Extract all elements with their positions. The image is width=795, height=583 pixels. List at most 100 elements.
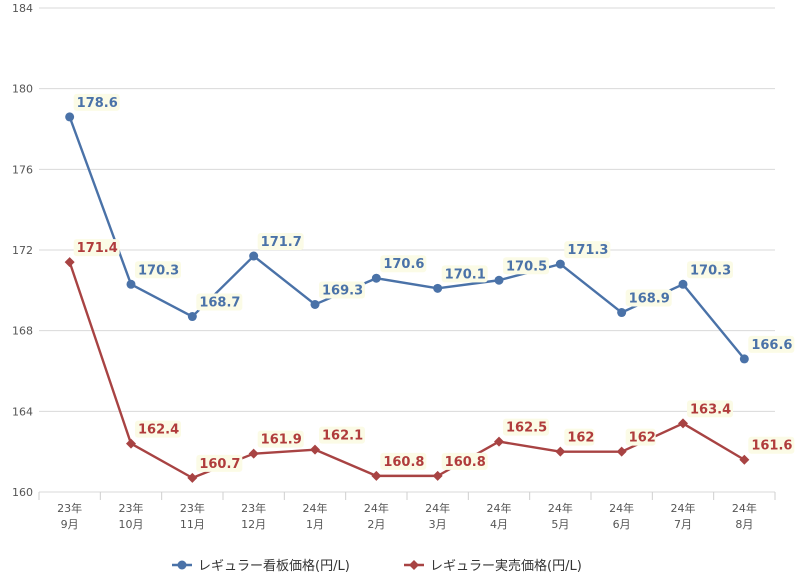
legend-marker-2 [409, 560, 419, 570]
data-label-bg [748, 335, 795, 353]
x-tick-label-year: 24年 [303, 501, 328, 515]
legend-label-1: レギュラー看板価格(円/L) [198, 558, 350, 574]
data-label-bg [441, 452, 488, 470]
series-1-point [65, 112, 75, 122]
series-2-data-label: 161.9 [261, 433, 302, 448]
series-2-point [248, 448, 259, 459]
x-tick-label-month: 8月 [735, 518, 753, 531]
x-tick-label-month: 11月 [180, 518, 205, 531]
series-1-point [187, 312, 197, 322]
x-tick-label-year: 24年 [487, 501, 512, 515]
series-1-point [310, 299, 320, 309]
series-2-data-label: 162.1 [322, 429, 363, 444]
series-1-data-label: 170.6 [383, 257, 424, 272]
x-tick-label-month: 6月 [613, 518, 631, 531]
series-2-point [555, 446, 566, 457]
series-2-point [126, 438, 136, 449]
series-2-data-label: 161.6 [751, 439, 792, 454]
data-label-bg [503, 418, 549, 436]
series-line-1 [68, 116, 746, 360]
series-1-data-label: 168.7 [199, 296, 240, 311]
series-2-data-label: 160.8 [383, 455, 424, 470]
series-1-point [678, 279, 688, 289]
series-1-data-label: 170.3 [138, 263, 179, 278]
legend-marker-1 [177, 560, 187, 570]
x-tick-label-month: 10月 [119, 518, 144, 531]
series-2-point [432, 470, 443, 481]
series-2-data-label: 162 [567, 431, 594, 446]
y-tick-label: 168 [12, 325, 33, 338]
series-2-data-label: 160.8 [445, 455, 486, 470]
series-2-point [678, 418, 688, 429]
data-label-bg [135, 420, 181, 438]
x-tick-label-year: 23年 [57, 501, 82, 515]
data-label-bg [73, 93, 120, 111]
series-1-data-label: 171.3 [567, 243, 608, 258]
series-2-point [494, 436, 504, 447]
x-tick-label-month: 2月 [367, 518, 385, 531]
series-2-point [739, 454, 750, 465]
series-1-point [433, 283, 443, 293]
series-2-data-label: 162 [629, 431, 656, 446]
y-tick-label: 176 [12, 163, 33, 176]
data-label-bg [73, 239, 120, 257]
series-2-data-label: 160.7 [199, 457, 240, 472]
x-tick-label-year: 24年 [609, 501, 634, 515]
series-1-point [494, 275, 504, 285]
series-2-point [310, 444, 320, 455]
data-label-bg [380, 452, 427, 470]
data-label-bg [257, 430, 304, 448]
legend-label-2: レギュラー実売価格(円/L) [430, 558, 582, 574]
data-label-bg [564, 428, 595, 446]
series-1-data-label: 169.3 [322, 283, 363, 298]
data-label-bg [687, 400, 733, 418]
series-1-data-label: 170.5 [506, 259, 547, 274]
data-label-bg [503, 257, 549, 275]
x-tick-label-month: 12月 [241, 518, 266, 531]
data-label-bg [319, 281, 365, 299]
series-1-point [126, 279, 136, 289]
x-tick-label-year: 23年 [180, 501, 205, 515]
data-label-bg [564, 241, 611, 259]
series-1-data-label: 170.3 [690, 263, 731, 278]
x-tick-label-month: 7月 [674, 518, 692, 531]
x-tick-label-year: 24年 [732, 501, 757, 515]
series-2-data-label: 162.5 [506, 421, 547, 436]
x-tick-label-month: 1月 [306, 518, 324, 531]
series-2-point [616, 446, 627, 457]
data-label-bg [257, 233, 304, 251]
data-label-bg [196, 454, 243, 472]
x-tick-label-year: 24年 [548, 501, 573, 515]
series-2-point [187, 472, 198, 483]
series-2-point [371, 470, 382, 481]
data-label-bg [625, 289, 672, 307]
data-label-bg [380, 255, 427, 273]
y-tick-label: 172 [12, 244, 33, 257]
data-label-bg [441, 265, 488, 283]
data-label-bg [748, 436, 795, 454]
x-tick-label-month: 3月 [429, 518, 447, 531]
series-1-point [371, 273, 381, 283]
series-1-data-label: 166.6 [751, 338, 792, 353]
series-1-point [249, 251, 259, 261]
series-2-data-label: 171.4 [77, 241, 118, 256]
series-1-data-label: 178.6 [77, 96, 118, 111]
data-label-bg [687, 261, 733, 279]
series-1-data-label: 168.9 [629, 292, 670, 307]
series-2-data-label: 163.4 [690, 402, 731, 417]
series-2-data-label: 162.4 [138, 423, 179, 438]
data-label-bg [135, 261, 181, 279]
x-tick-label-year: 24年 [425, 501, 450, 515]
series-1-point [739, 354, 749, 364]
y-tick-label: 164 [12, 405, 33, 418]
data-label-bg [319, 426, 365, 444]
series-1-point [617, 308, 627, 318]
y-tick-label: 184 [12, 2, 33, 15]
data-label-bg [196, 293, 243, 311]
series-line-2 [68, 261, 745, 480]
series-2-point [64, 257, 75, 268]
x-tick-label-year: 23年 [119, 501, 144, 515]
series-1-point [555, 259, 565, 269]
